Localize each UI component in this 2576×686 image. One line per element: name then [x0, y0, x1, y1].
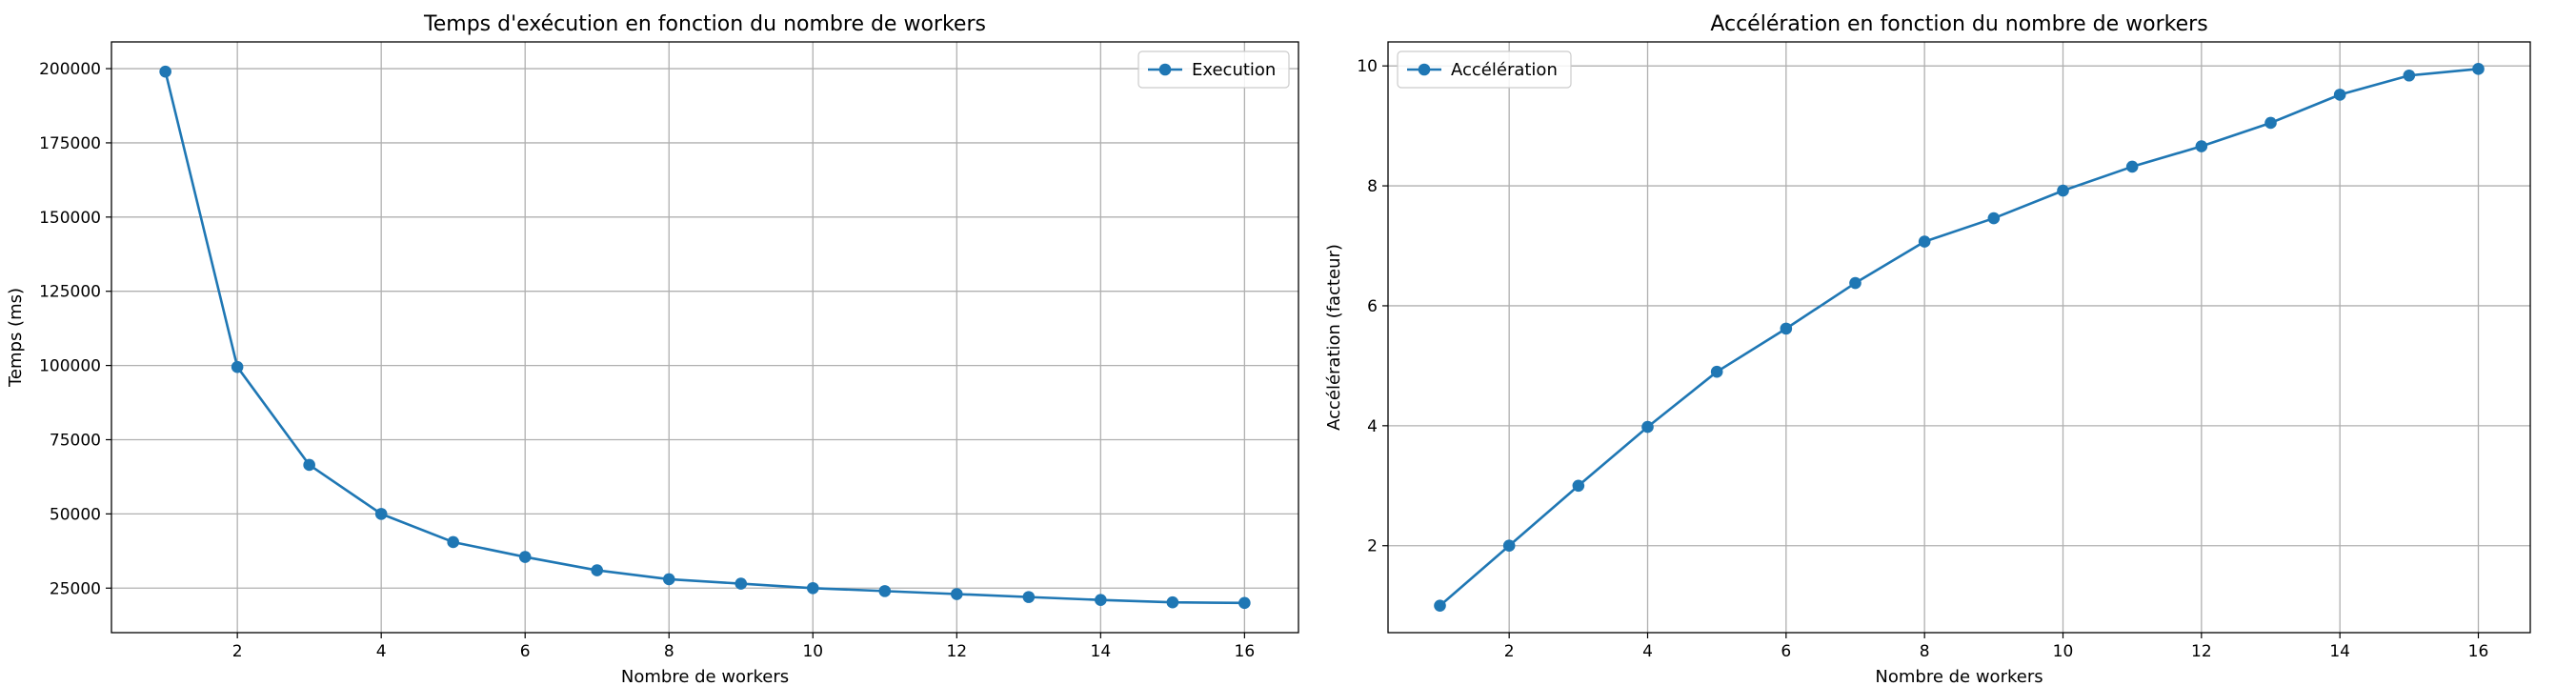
x-axis-label: Nombre de workers: [621, 667, 789, 686]
data-point: [159, 65, 171, 78]
x-tick-label: 4: [1642, 642, 1653, 661]
data-point: [2264, 116, 2277, 130]
legend: Execution: [1137, 50, 1290, 89]
y-tick-label: 4: [1367, 417, 1378, 436]
x-tick-label: 8: [664, 642, 674, 661]
data-point: [1572, 479, 1585, 493]
y-tick-label: 25000: [50, 579, 101, 598]
y-tick-label: 2: [1367, 537, 1378, 556]
data-point: [1166, 595, 1179, 609]
data-point: [374, 508, 388, 520]
data-point: [662, 573, 675, 586]
legend-box: [1397, 50, 1572, 89]
plot-frame: [1387, 41, 2531, 634]
legend: Accélération: [1397, 50, 1572, 89]
y-tick-label: 8: [1367, 177, 1378, 196]
legend-marker: [1158, 63, 1172, 76]
data-point: [2472, 63, 2485, 75]
x-tick-label: 14: [1091, 642, 1112, 661]
x-tick-label: 14: [2329, 642, 2350, 661]
y-tick-label: 150000: [39, 209, 101, 228]
chart-title: Temps d'exécution en fonction du nombre …: [423, 12, 986, 36]
data-point: [951, 588, 963, 600]
y-axis-label: Temps (ms): [6, 288, 26, 388]
data-point: [1987, 212, 2001, 225]
data-point: [1095, 594, 1107, 607]
data-point: [447, 535, 459, 549]
data-point: [2333, 89, 2346, 101]
data-point: [1849, 276, 1862, 290]
x-tick-label: 16: [1235, 642, 1256, 661]
x-axis-label: Nombre de workers: [1875, 667, 2043, 686]
x-tick-label: 12: [2191, 642, 2212, 661]
x-tick-label: 6: [520, 642, 531, 661]
y-tick-label: 125000: [39, 283, 101, 302]
x-tick-label: 10: [802, 642, 823, 661]
y-tick-label: 6: [1367, 297, 1378, 316]
y-axis-label: Accélération (facteur): [1324, 244, 1344, 431]
legend-label: Execution: [1192, 60, 1276, 80]
data-point: [231, 360, 244, 373]
x-tick-label: 6: [1781, 642, 1791, 661]
y-tick-label: 75000: [50, 431, 101, 450]
data-point: [303, 458, 315, 472]
chart-1: 2 4 6 8 10 12 14 16 25000 50000 75000 100000 125000 1…: [6, 12, 1299, 686]
x-tick-label: 4: [376, 642, 387, 661]
data-point: [591, 564, 604, 576]
chart-title: Accélération en fonction du nombre de wo…: [1710, 12, 2207, 36]
data-point: [1918, 235, 1931, 248]
x-tick-label: 2: [232, 642, 243, 661]
data-point: [518, 551, 532, 563]
data-point: [1641, 420, 1654, 434]
y-tick-label: 175000: [39, 134, 101, 153]
legend-marker: [1418, 63, 1431, 76]
data-point: [1238, 596, 1251, 610]
y-tick-label: 50000: [50, 505, 101, 524]
data-point: [2403, 69, 2416, 82]
x-tick-label: 8: [1920, 642, 1930, 661]
data-point: [2057, 184, 2069, 197]
chart-2: 2 4 6 8 10 12 14 16 2 4 6 8 10 Accélération en foncti…: [1324, 12, 2531, 686]
x-tick-label: 12: [946, 642, 967, 661]
data-point: [1780, 322, 1793, 335]
data-point: [735, 577, 748, 590]
data-point: [1710, 365, 1723, 378]
plot-frame: [111, 41, 1299, 634]
series-line: [1439, 68, 2479, 607]
legend-label: Accélération: [1451, 60, 1558, 80]
data-point: [1022, 591, 1036, 603]
y-tick-label: 10: [1357, 57, 1378, 76]
data-point: [2195, 140, 2208, 152]
data-point: [1502, 539, 1516, 553]
data-point: [1434, 599, 1446, 612]
legend-box: [1137, 50, 1290, 89]
x-tick-label: 16: [2468, 642, 2489, 661]
x-tick-label: 10: [2053, 642, 2074, 661]
y-tick-label: 100000: [39, 357, 101, 376]
data-point: [806, 581, 819, 595]
data-point: [878, 585, 892, 597]
series-line: [164, 71, 1245, 605]
x-tick-label: 2: [1504, 642, 1515, 661]
y-tick-label: 200000: [39, 60, 101, 79]
data-point: [2125, 160, 2139, 173]
